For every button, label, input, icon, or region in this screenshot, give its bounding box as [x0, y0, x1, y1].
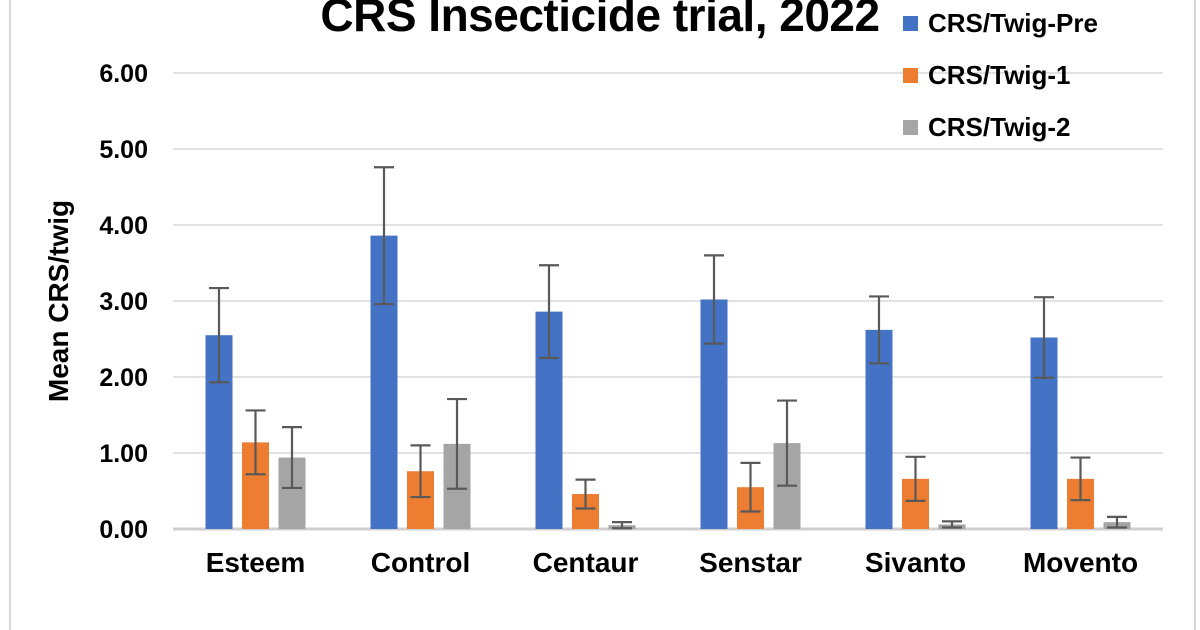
x-category-label: Sivanto [865, 547, 966, 578]
legend-label: CRS/Twig-Pre [928, 7, 1098, 38]
chart-frame-border-right [1194, 0, 1196, 630]
chart-frame-border-left [9, 0, 11, 630]
y-tick-label: 1.00 [99, 440, 148, 468]
x-category-label: Centaur [533, 547, 639, 578]
legend-item-crs-twig-2: CRS/Twig-2 [903, 112, 1098, 142]
legend-swatch-icon [903, 67, 918, 83]
legend-label: CRS/Twig-1 [928, 59, 1071, 90]
y-tick-label: 4.00 [99, 212, 148, 240]
legend-item-crs-twig-1: CRS/Twig-1 [903, 60, 1098, 90]
legend-swatch-icon [903, 119, 918, 135]
legend-item-crs-twig-pre: CRS/Twig-Pre [903, 8, 1098, 38]
legend-swatch-icon [903, 15, 918, 31]
x-category-label: Movento [1023, 547, 1138, 578]
chart-title: CRS Insecticide trial, 2022 [320, 0, 880, 41]
y-tick-label: 5.00 [99, 136, 148, 164]
legend-label: CRS/Twig-2 [928, 111, 1071, 142]
y-tick-label: 6.00 [99, 60, 148, 88]
y-tick-label: 3.00 [99, 288, 148, 316]
y-tick-label: 2.00 [99, 364, 148, 392]
x-category-label: Control [371, 547, 471, 578]
x-category-label: Senstar [699, 547, 802, 578]
x-category-label: Esteem [206, 547, 306, 578]
y-tick-label: 0.00 [99, 516, 148, 544]
y-axis-title: Mean CRS/twig [43, 199, 74, 403]
legend: CRS/Twig-Pre CRS/Twig-1 CRS/Twig-2 [903, 8, 1098, 164]
